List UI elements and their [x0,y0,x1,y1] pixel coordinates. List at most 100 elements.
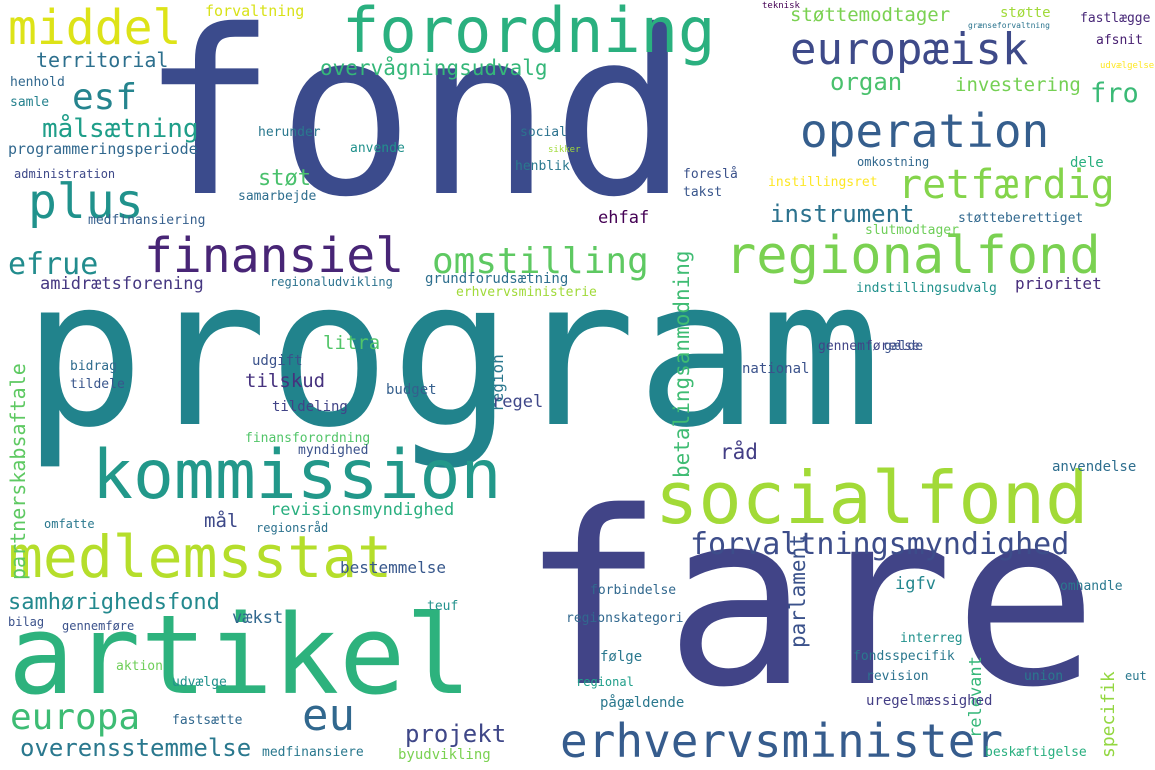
word: finansiel [144,228,405,284]
word: samarbejde [238,189,317,204]
word: regional [576,675,634,689]
word: omfatte [44,517,95,531]
word: esf [72,77,138,118]
word: beskæftigelse [985,745,1087,760]
word: udvælgelse [1100,61,1155,71]
word: investering [955,74,1081,96]
word: bestemmelse [340,558,446,577]
word: indstillingsudvalg [856,281,997,296]
word: aktion [116,659,163,674]
word: revisionsmyndighed [270,500,455,520]
word: vækst [232,608,284,628]
word: social [520,125,567,140]
word: bilag [8,615,45,629]
word: union [1024,669,1064,684]
word: parlament [786,534,810,648]
word: tildele [70,377,125,392]
word: forbindelse [590,583,677,598]
word: program [22,236,882,473]
word: støtteberettiget [958,211,1084,226]
word: gennemføre [62,619,135,633]
word: betalingsanmodning [670,250,694,478]
word: artikel [8,591,472,719]
word: udgift [252,353,303,369]
word: sikker [548,145,581,155]
word: råd [720,440,758,464]
word: regionsråd [256,521,329,535]
word: operation [800,104,1050,158]
word: støttemodtager [790,4,951,26]
word: anvendelse [1052,459,1137,475]
word: regionskategori [566,611,684,626]
word: budget [386,382,437,398]
word: gennemførelse [818,339,920,354]
word: medlemsstat [8,523,393,591]
word: eut [1125,669,1147,683]
word: territorial [36,48,169,72]
word: fondsspecifik [853,649,955,664]
word: litra [323,332,381,354]
word: socialfond [655,456,1089,540]
word: organ [830,68,903,96]
word: henhold [10,75,65,90]
word: plus [28,174,144,230]
word: regel [492,392,544,412]
word: retfærdig [898,162,1115,208]
word: erhvervsministerie [456,285,597,300]
word: fond [140,0,690,247]
word: efrue [8,247,99,282]
word: herunder [258,125,321,140]
word: støtte [1000,5,1051,21]
word: myndighed [298,443,369,458]
word: mål [204,510,239,532]
word: tildeling [272,399,348,415]
word: uregelmæssighed [866,693,993,709]
word: dele [1070,155,1104,171]
word: erhvervsminister [560,714,1004,768]
word: specifik [1098,671,1119,758]
word: instillingsret [768,175,878,190]
word: fro [1090,78,1139,109]
word: udvælge [172,675,227,690]
word: tilskud [245,370,326,392]
word: teknisk [762,1,800,11]
word: forvaltning [205,2,305,20]
word: bidrag [70,359,117,374]
word: eu [302,690,355,741]
word: national [742,361,810,377]
word: regionalfond [725,226,1101,286]
word: afsnit [1096,33,1143,48]
word: overensstemmelse [20,734,252,762]
word: overvågningsudvalg [320,56,548,80]
word: middel [8,0,182,56]
word: henblik [515,159,570,174]
word: målsætning [42,114,199,144]
word: europæisk [790,24,1029,75]
word: teuf [427,599,459,614]
word: instrument [770,200,915,228]
word: europa [10,697,141,738]
word: forordning [342,0,716,67]
word: omhandle [1060,579,1123,594]
word: fare [520,460,1098,740]
word: igfv [895,574,936,594]
word: projekt [405,720,507,748]
word: administration [14,167,116,181]
word: finansforordning [245,431,371,446]
word: samhørighedsfond [8,590,220,615]
word: takst [683,185,723,200]
word: samle [10,95,50,110]
word: programmeringsperiode [8,140,198,158]
word: regionaludvikling [270,275,393,289]
word: omkostning [857,155,930,169]
word: omstilling [432,241,649,282]
word: medfinansiering [88,213,206,228]
word: byudvikling [398,747,491,763]
word: revision [866,669,929,684]
word: partnerskabsaftale [6,363,30,580]
word: medfinansiere [262,745,364,760]
word: kommission [92,436,502,515]
word: interreg [900,631,963,646]
word: fastsætte [172,713,243,728]
